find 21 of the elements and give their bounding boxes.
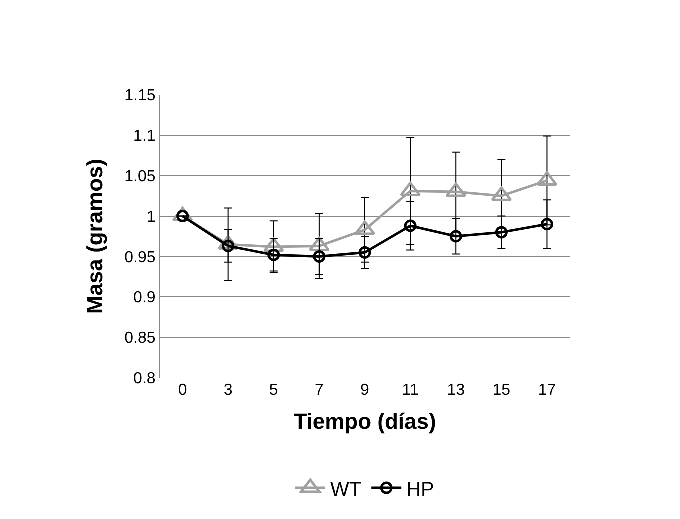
y-tick-label: 1.15 <box>124 88 156 105</box>
x-tick-label: 11 <box>402 382 419 399</box>
y-tick-label: 0.9 <box>134 290 156 307</box>
y-tick-label: 1.05 <box>124 168 156 186</box>
legend-label: WT <box>330 478 362 501</box>
y-tick-label: 0.95 <box>124 249 156 266</box>
x-tick-label: 3 <box>224 382 233 399</box>
y-tick-label: 1.1 <box>134 128 156 146</box>
y-tick-label: 1 <box>146 208 156 226</box>
y-tick-label: 0.8 <box>134 370 156 388</box>
x-tick-label: 7 <box>314 382 324 399</box>
x-tick-label: 5 <box>269 382 278 399</box>
x-tick-label: 13 <box>447 382 466 399</box>
x-axis-title: Tiempo (días) <box>294 408 436 434</box>
legend-label: HP <box>406 478 434 501</box>
y-tick-label: 0.85 <box>124 330 156 348</box>
x-tick-label: 9 <box>360 382 370 399</box>
x-tick-label: 0 <box>178 382 188 399</box>
y-axis-title: Masa (gramos) <box>82 158 108 314</box>
x-tick-label: 17 <box>538 382 556 399</box>
x-tick-label: 15 <box>492 382 511 399</box>
